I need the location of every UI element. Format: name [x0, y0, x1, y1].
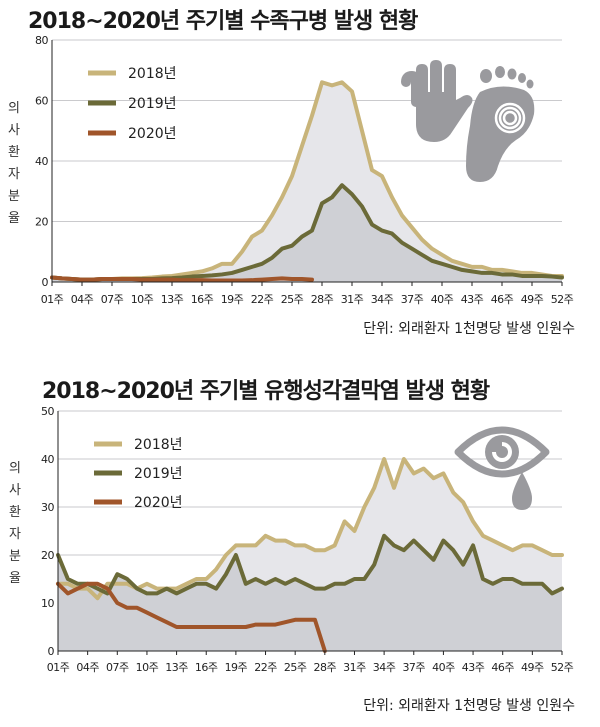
series-line-2018년 — [56, 457, 564, 601]
y-tick-label: 20 — [35, 216, 48, 229]
x-tick-label: 22주 — [251, 293, 274, 306]
x-tick-label: 16주 — [191, 293, 214, 306]
y-tick-label: 80 — [35, 34, 48, 47]
series-line-2019년 — [56, 533, 564, 596]
series-line-2020년 — [56, 581, 327, 653]
chart-title: 2018~2020년 주기별 수족구병 발생 현황 — [28, 9, 418, 34]
x-tick-label: 34주 — [371, 293, 394, 306]
x-tick-label: 49주 — [521, 293, 544, 306]
x-tick-label: 46주 — [491, 661, 514, 674]
legend-label: 2018년 — [134, 437, 183, 453]
x-tick-label: 04주 — [76, 661, 99, 674]
y-tick-label: 40 — [41, 453, 54, 466]
legend-label: 2019년 — [134, 466, 183, 482]
x-tick-label: 19주 — [225, 661, 248, 674]
x-tick-label: 22주 — [254, 661, 277, 674]
x-tick-label: 40주 — [431, 293, 454, 306]
hfmd-chart: 2018~2020년 주기별 수족구병 발생 현황 0 20 40 60 80 01주 04주… — [8, 9, 575, 337]
x-tick-label: 37주 — [401, 293, 424, 306]
x-tick-label: 16주 — [195, 661, 218, 674]
y-tick-label: 40 — [35, 155, 48, 168]
x-tick-label: 46주 — [491, 293, 514, 306]
unit-note: 단위: 외래환자 1천명당 발생 인원수 — [363, 321, 575, 337]
eye-icon — [454, 426, 550, 478]
x-tick-label: 43주 — [461, 293, 484, 306]
x-tick-label: 19주 — [221, 293, 244, 306]
chart-panel-ekc: 2018~2020년 주기별 유행성각결막염 발생 현황 0 10 20 30 40 50 0… — [0, 370, 600, 727]
chart-title: 2018~2020년 주기별 유행성각결막염 발생 현황 — [42, 379, 490, 404]
x-tick-label: 07주 — [106, 661, 129, 674]
x-tick-label: 28주 — [311, 293, 334, 306]
foot-icon — [466, 66, 535, 182]
x-tick-label: 52주 — [551, 661, 574, 674]
x-tick-label: 34주 — [373, 661, 396, 674]
chart-panel-hfmd: 2018~2020년 주기별 수족구병 발생 현황 0 20 40 60 80 01주 04주… — [0, 0, 600, 345]
x-tick-label: 52주 — [551, 293, 574, 306]
series-area-2019년 — [58, 535, 562, 651]
legend-label: 2020년 — [134, 495, 183, 511]
y-tick-label: 0 — [48, 645, 55, 658]
x-tick-label: 25주 — [281, 293, 304, 306]
x-tick-label: 01주 — [47, 661, 70, 674]
tear-icon — [512, 472, 532, 510]
unit-note: 단위: 외래환자 1천명당 발생 인원수 — [363, 698, 575, 714]
x-tick-label: 40주 — [432, 661, 455, 674]
x-tick-label: 10주 — [131, 293, 154, 306]
x-tick-label: 28주 — [314, 661, 337, 674]
legend-label: 2018년 — [128, 66, 177, 82]
legend-label: 2020년 — [128, 126, 177, 142]
x-tick-label: 37주 — [402, 661, 425, 674]
x-tick-label: 31주 — [343, 661, 366, 674]
legend-label: 2019년 — [128, 96, 177, 112]
hand-icon — [401, 60, 473, 142]
y-tick-label: 50 — [41, 405, 54, 418]
series-line-2020년 — [50, 275, 314, 283]
x-tick-label: 04주 — [71, 293, 94, 306]
series-area-2018년 — [52, 82, 562, 282]
x-tick-label: 13주 — [161, 293, 184, 306]
ekc-chart: 2018~2020년 주기별 유행성각결막염 발생 현황 0 10 20 30 40 50 0… — [9, 379, 575, 714]
y-tick-label: 10 — [41, 597, 54, 610]
x-tick-label: 49주 — [521, 661, 544, 674]
x-tick-label: 13주 — [165, 661, 188, 674]
x-tick-label: 01주 — [41, 293, 64, 306]
y-tick-label: 20 — [41, 549, 54, 562]
x-tick-label: 07주 — [101, 293, 124, 306]
y-tick-label: 30 — [41, 501, 54, 514]
y-tick-label: 60 — [35, 95, 48, 108]
x-tick-label: 43주 — [462, 661, 485, 674]
x-tick-label: 31주 — [341, 293, 364, 306]
x-tick-label: 25주 — [284, 661, 307, 674]
y-tick-label: 0 — [42, 276, 49, 289]
x-tick-label: 10주 — [136, 661, 159, 674]
